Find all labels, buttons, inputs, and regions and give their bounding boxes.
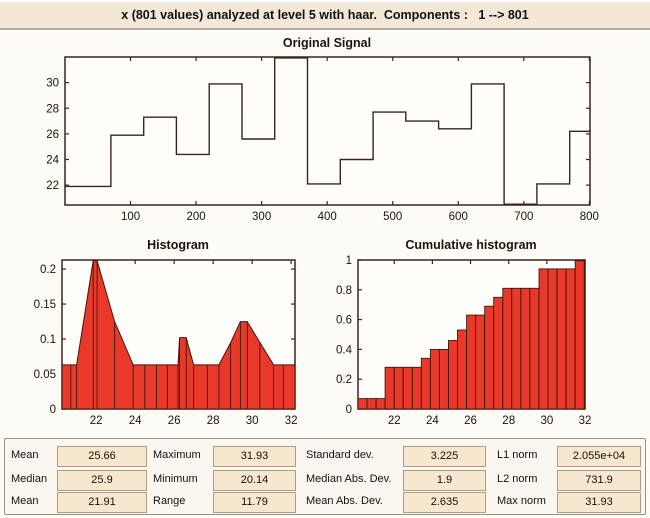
cumulative-bar bbox=[393, 366, 404, 410]
signal-line bbox=[65, 57, 590, 205]
stat-value-field[interactable]: 11.79 bbox=[213, 492, 296, 513]
cumulative-bar bbox=[402, 366, 413, 410]
chart-title: Histogram bbox=[147, 238, 209, 252]
stat-value-field[interactable]: 21.91 bbox=[57, 492, 147, 513]
y-tick-label: 0.4 bbox=[336, 344, 353, 356]
x-tick-label: 22 bbox=[90, 415, 103, 427]
x-tick-label: 500 bbox=[383, 211, 402, 223]
cumulative-bar bbox=[357, 398, 368, 410]
stat-value-field[interactable]: 2.055e+04 bbox=[557, 446, 641, 467]
stat-label: Mean bbox=[11, 495, 39, 507]
stat-label: L1 norm bbox=[497, 449, 538, 461]
cumulative-bar bbox=[502, 287, 513, 410]
x-tick-label: 22 bbox=[388, 415, 401, 427]
x-tick-label: 700 bbox=[514, 211, 533, 223]
cumulative-bar bbox=[511, 287, 522, 410]
chart-title: Cumulative histogram bbox=[405, 238, 536, 252]
cumulative-bar bbox=[538, 268, 549, 410]
chart-title: Original Signal bbox=[283, 36, 371, 50]
y-tick-label: 0.2 bbox=[40, 264, 56, 276]
stat-label: Median bbox=[11, 473, 48, 485]
cumulative-bar bbox=[366, 398, 377, 410]
stat-value-field[interactable]: 31.93 bbox=[557, 492, 641, 513]
x-tick-label: 600 bbox=[449, 211, 468, 223]
stat-label: Minimum bbox=[153, 473, 198, 485]
statistics-panel: Mean 25.66 Maximum 31.93 Standard dev. 3.225 L… bbox=[4, 438, 646, 515]
x-tick-label: 100 bbox=[121, 211, 140, 223]
x-tick-label: 28 bbox=[207, 415, 220, 427]
y-tick-label: 0.2 bbox=[336, 374, 352, 386]
stat-value-field[interactable]: 1.9 bbox=[403, 470, 486, 491]
histogram-area bbox=[61, 260, 296, 410]
cumulative-bar bbox=[411, 366, 422, 410]
stat-label: Median Abs. Dev. bbox=[306, 473, 392, 485]
cumulative-bar bbox=[384, 366, 395, 410]
y-tick-label: 1 bbox=[346, 255, 352, 267]
cumulative-bar bbox=[457, 329, 467, 410]
cumulative-histogram-chart: 22 24 26 28 30 32 0 0.2 0.4 0.6 0.8 1 Cumulative his… bbox=[336, 238, 592, 427]
stat-label: Maximum bbox=[153, 449, 201, 461]
stat-label: Max norm bbox=[497, 495, 546, 507]
stat-value-field[interactable]: 731.9 bbox=[557, 470, 641, 491]
cumulative-bar bbox=[484, 305, 495, 410]
y-tick-label: 0.8 bbox=[336, 285, 352, 297]
y-tick-label: 26 bbox=[46, 129, 59, 141]
x-tick-label: 200 bbox=[186, 211, 205, 223]
stat-label: Mean bbox=[11, 449, 39, 461]
y-tick-label: 0.1 bbox=[40, 334, 56, 346]
stat-value-field[interactable]: 20.14 bbox=[213, 470, 296, 491]
y-tick-label: 24 bbox=[46, 155, 59, 167]
x-tick-label: 30 bbox=[540, 415, 553, 427]
stat-value-field[interactable]: 31.93 bbox=[213, 446, 296, 467]
x-tick-label: 24 bbox=[426, 415, 439, 427]
stat-label: L2 norm bbox=[497, 473, 538, 485]
analysis-header: x (801 values) analyzed at level 5 with … bbox=[0, 1, 650, 30]
y-tick-label: 0 bbox=[50, 404, 56, 416]
x-tick-label: 300 bbox=[252, 211, 271, 223]
cumulative-bar bbox=[475, 314, 486, 410]
y-tick-label: 30 bbox=[46, 78, 59, 90]
x-tick-label: 28 bbox=[502, 415, 515, 427]
cumulative-bar bbox=[420, 357, 431, 410]
y-tick-label: 0.05 bbox=[34, 369, 56, 381]
stat-label: Range bbox=[153, 495, 186, 507]
cumulative-bar bbox=[466, 314, 477, 410]
cumulative-bar bbox=[520, 287, 531, 410]
x-tick-label: 32 bbox=[579, 415, 592, 427]
stat-value-field[interactable]: 25.66 bbox=[57, 446, 147, 467]
cumulative-bar bbox=[556, 268, 567, 410]
histogram-chart: 22 24 26 28 30 32 0 0.05 0.1 0.15 0.2 Histogram bbox=[34, 238, 298, 427]
y-tick-label: 0.6 bbox=[336, 315, 352, 327]
cumulative-bar bbox=[448, 340, 458, 410]
y-tick-label: 28 bbox=[46, 103, 59, 115]
cumulative-bar bbox=[493, 296, 504, 410]
y-tick-label: 0.15 bbox=[34, 299, 56, 311]
cumulative-bar bbox=[438, 348, 449, 410]
y-tick-label: 22 bbox=[46, 180, 59, 192]
cumulative-bar bbox=[375, 398, 386, 410]
stat-label: Mean Abs. Dev. bbox=[306, 495, 383, 507]
y-tick-label: 0 bbox=[346, 404, 352, 416]
stat-value-field[interactable]: 25.9 bbox=[57, 470, 147, 491]
cumulative-bar bbox=[547, 268, 558, 410]
stat-value-field[interactable]: 2.635 bbox=[403, 492, 486, 513]
x-tick-label: 30 bbox=[246, 415, 259, 427]
stat-value-field[interactable]: 3.225 bbox=[403, 446, 486, 467]
plot-area bbox=[64, 56, 591, 206]
x-tick-label: 400 bbox=[318, 211, 337, 223]
x-tick-label: 26 bbox=[464, 415, 477, 427]
x-tick-label: 26 bbox=[168, 415, 181, 427]
x-tick-label: 32 bbox=[285, 415, 298, 427]
cumulative-bar bbox=[429, 348, 440, 410]
cumulative-bar bbox=[574, 260, 585, 410]
x-tick-label: 24 bbox=[129, 415, 142, 427]
x-tick-label: 800 bbox=[580, 211, 599, 223]
original-signal-chart: 100 200 300 400 500 600 700 800 22 24 26 28 30 Origin… bbox=[46, 36, 599, 223]
cumulative-bar bbox=[565, 268, 576, 410]
cumulative-bar bbox=[529, 287, 540, 410]
stat-label: Standard dev. bbox=[306, 449, 374, 461]
